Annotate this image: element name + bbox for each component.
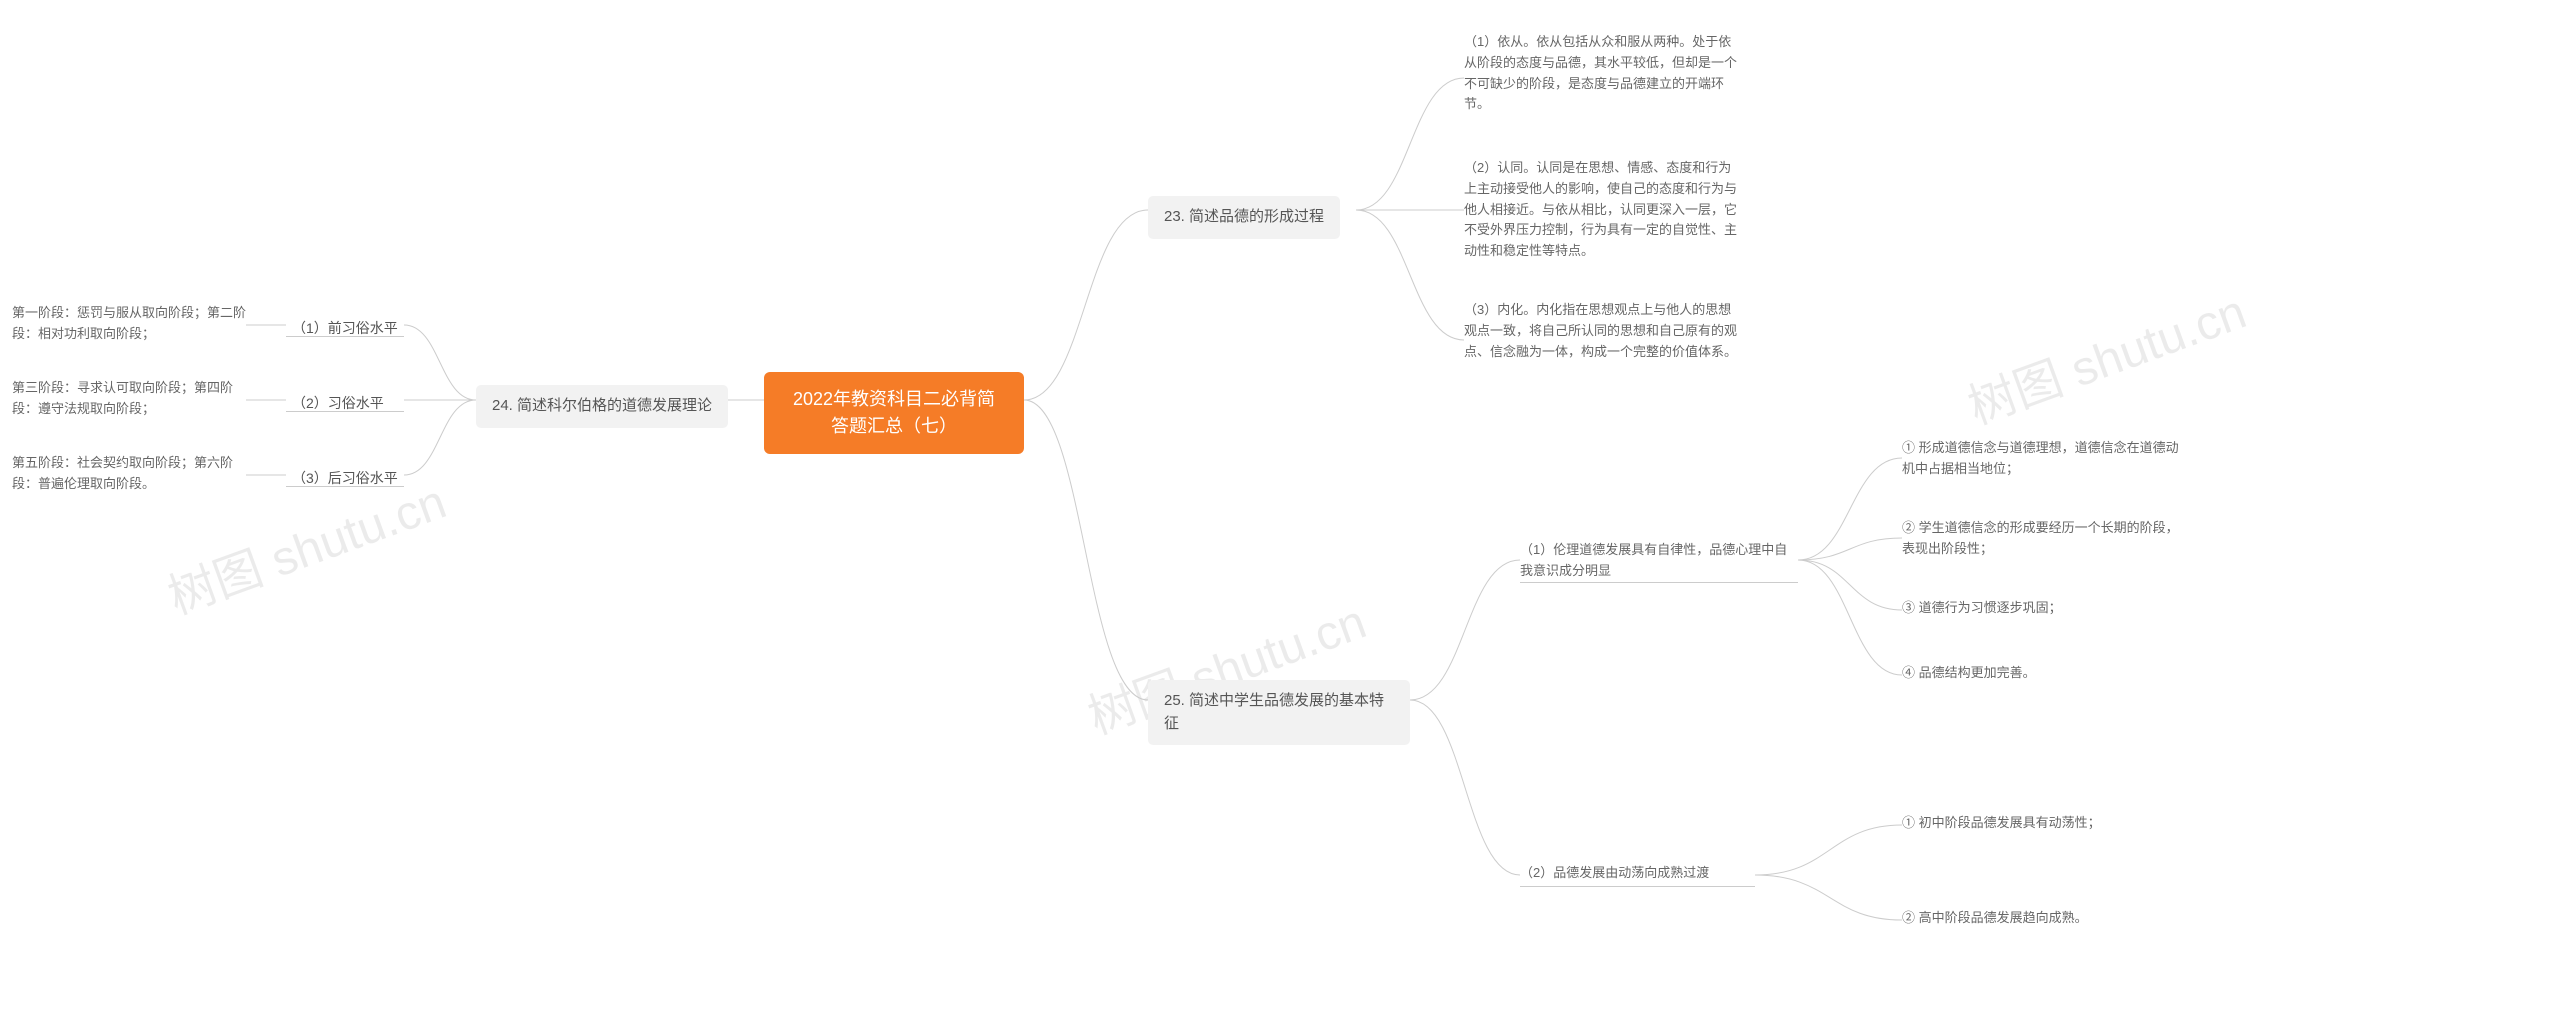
underline bbox=[286, 486, 404, 487]
q24-level-3: （3）后习俗水平 bbox=[286, 464, 404, 493]
underline bbox=[1520, 886, 1755, 887]
q25-sub1-item-1: ① 形成道德信念与道德理想，道德信念在道德动机中占据相当地位； bbox=[1902, 438, 2182, 480]
underline bbox=[1520, 582, 1798, 583]
q25-sub1-item-3: ③ 道德行为习惯逐步巩固； bbox=[1902, 598, 2062, 619]
q25-sub1-item-4: ④ 品德结构更加完善。 bbox=[1902, 663, 2036, 684]
q24-detail-2: 第三阶段：寻求认可取向阶段；第四阶段：遵守法规取向阶段； bbox=[12, 378, 246, 420]
root-title-line1: 2022年教资科目二必背简 bbox=[786, 386, 1002, 413]
root-node: 2022年教资科目二必背简 答题汇总（七） bbox=[764, 372, 1024, 454]
q25-node: 25. 简述中学生品德发展的基本特征 bbox=[1148, 680, 1410, 745]
q23-node: 23. 简述品德的形成过程 bbox=[1148, 196, 1340, 239]
q24-detail-1: 第一阶段：惩罚与服从取向阶段；第二阶段：相对功利取向阶段； bbox=[12, 303, 246, 345]
root-title-line2: 答题汇总（七） bbox=[786, 413, 1002, 440]
q24-level-1: （1）前习俗水平 bbox=[286, 314, 404, 343]
q24-node: 24. 简述科尔伯格的道德发展理论 bbox=[476, 385, 728, 428]
q24-detail-3: 第五阶段：社会契约取向阶段；第六阶段：普遍伦理取向阶段。 bbox=[12, 453, 246, 495]
q25-sub1-item-2: ② 学生道德信念的形成要经历一个长期的阶段，表现出阶段性； bbox=[1902, 518, 2182, 560]
q25-sub2-item-2: ② 高中阶段品德发展趋向成熟。 bbox=[1902, 908, 2088, 929]
mindmap-connectors bbox=[0, 0, 2560, 1023]
q23-item-1: （1）依从。依从包括从众和服从两种。处于依从阶段的态度与品德，其水平较低，但却是… bbox=[1464, 32, 1744, 115]
q24-level-2: （2）习俗水平 bbox=[286, 389, 390, 418]
underline bbox=[286, 411, 404, 412]
underline bbox=[286, 336, 404, 337]
q25-sub1: （1）伦理道德发展具有自律性，品德心理中自我意识成分明显 bbox=[1520, 540, 1798, 582]
q25-sub2: （2）品德发展由动荡向成熟过渡 bbox=[1520, 863, 1755, 884]
watermark: 树图 shutu.cn bbox=[1957, 272, 2254, 437]
q25-sub2-item-1: ① 初中阶段品德发展具有动荡性； bbox=[1902, 813, 2101, 834]
q23-item-3: （3）内化。内化指在思想观点上与他人的思想观点一致，将自己所认同的思想和自己原有… bbox=[1464, 300, 1744, 362]
q23-item-2: （2）认同。认同是在思想、情感、态度和行为上主动接受他人的影响，使自己的态度和行… bbox=[1464, 158, 1744, 262]
